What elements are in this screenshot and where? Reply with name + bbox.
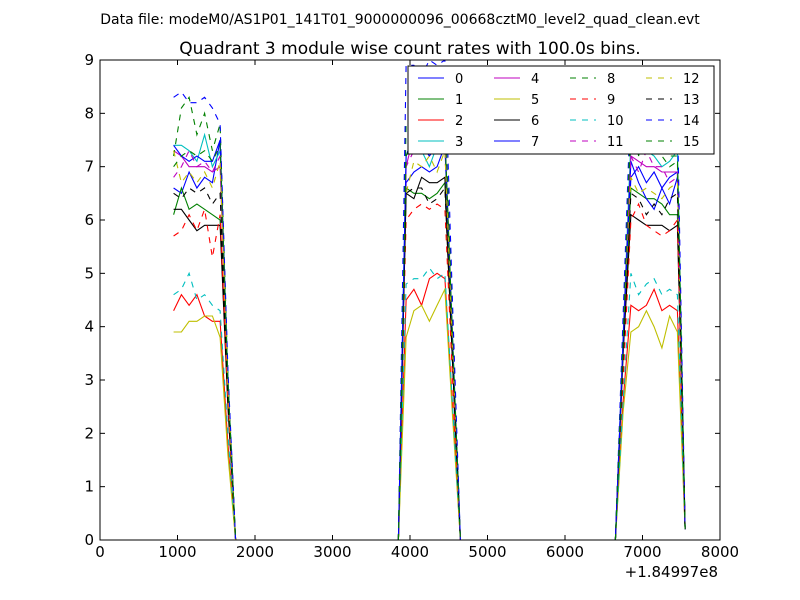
legend-label-14: 14 bbox=[683, 114, 700, 129]
legend-label-8: 8 bbox=[607, 72, 615, 87]
series-13-line bbox=[397, 186, 461, 540]
series-11-line bbox=[614, 149, 686, 540]
y-tick-label: 7 bbox=[84, 158, 94, 176]
legend-label-2: 2 bbox=[455, 114, 463, 129]
legend-label-10: 10 bbox=[607, 114, 624, 129]
series-2-line bbox=[614, 287, 686, 540]
series-9-line bbox=[397, 203, 461, 540]
y-tick-label: 6 bbox=[84, 211, 94, 229]
series-12-line bbox=[173, 150, 237, 540]
series-13-line bbox=[614, 192, 686, 540]
legend-label-0: 0 bbox=[455, 72, 463, 87]
series-5-line bbox=[397, 287, 461, 540]
x-tick-label: 2000 bbox=[236, 543, 274, 561]
x-tick-label: 4000 bbox=[391, 543, 429, 561]
series-14-line bbox=[173, 91, 237, 540]
series-5-line bbox=[173, 315, 237, 540]
series-10-line bbox=[397, 267, 461, 540]
legend-label-11: 11 bbox=[607, 135, 624, 150]
series-9-line bbox=[614, 202, 686, 540]
x-tick-label: 7000 bbox=[623, 543, 661, 561]
datafile-label: Data file: modeM0/AS1P01_141T01_90000000… bbox=[100, 12, 700, 28]
legend-label-7: 7 bbox=[531, 135, 539, 150]
legend-label-5: 5 bbox=[531, 93, 539, 108]
x-tick-label: 5000 bbox=[468, 543, 506, 561]
legend-frame bbox=[407, 65, 715, 155]
x-offset-label: +1.84997e8 bbox=[625, 563, 718, 581]
legend-label-12: 12 bbox=[683, 72, 700, 87]
y-tick-label: 0 bbox=[84, 531, 94, 549]
series-15-line bbox=[614, 113, 686, 540]
x-tick-label: 1000 bbox=[158, 543, 196, 561]
x-tick-label: 0 bbox=[95, 543, 105, 561]
x-tick-label: 3000 bbox=[313, 543, 351, 561]
chart-title: Quadrant 3 module wise count rates with … bbox=[179, 39, 640, 59]
y-tick-label: 2 bbox=[84, 424, 94, 442]
legend-label-9: 9 bbox=[607, 93, 615, 108]
y-tick-label: 5 bbox=[84, 264, 94, 282]
series-12-line bbox=[397, 150, 461, 540]
legend-label-15: 15 bbox=[683, 135, 700, 150]
x-axis: 0 1000 2000 3000 4000 5000 6000 7000 8000 bbox=[95, 60, 739, 561]
series-13-line bbox=[173, 187, 237, 540]
x-tick-label: 8000 bbox=[701, 543, 739, 561]
x-tick-label: 6000 bbox=[546, 543, 584, 561]
series-10-line bbox=[173, 271, 237, 540]
legend-label-1: 1 bbox=[455, 93, 463, 108]
legend-label-3: 3 bbox=[455, 135, 463, 150]
legend-label-13: 13 bbox=[683, 93, 700, 108]
series-9-line bbox=[173, 207, 237, 540]
y-tick-label: 9 bbox=[84, 51, 94, 69]
legend-label-6: 6 bbox=[531, 114, 539, 129]
legend-label-4: 4 bbox=[531, 72, 539, 87]
y-tick-label: 8 bbox=[84, 104, 94, 122]
series-5-line bbox=[614, 309, 686, 540]
series-15-line bbox=[173, 145, 237, 540]
y-tick-label: 1 bbox=[84, 478, 94, 496]
y-tick-label: 4 bbox=[84, 318, 94, 336]
y-tick-label: 3 bbox=[84, 371, 94, 389]
series-8-line bbox=[173, 95, 237, 540]
